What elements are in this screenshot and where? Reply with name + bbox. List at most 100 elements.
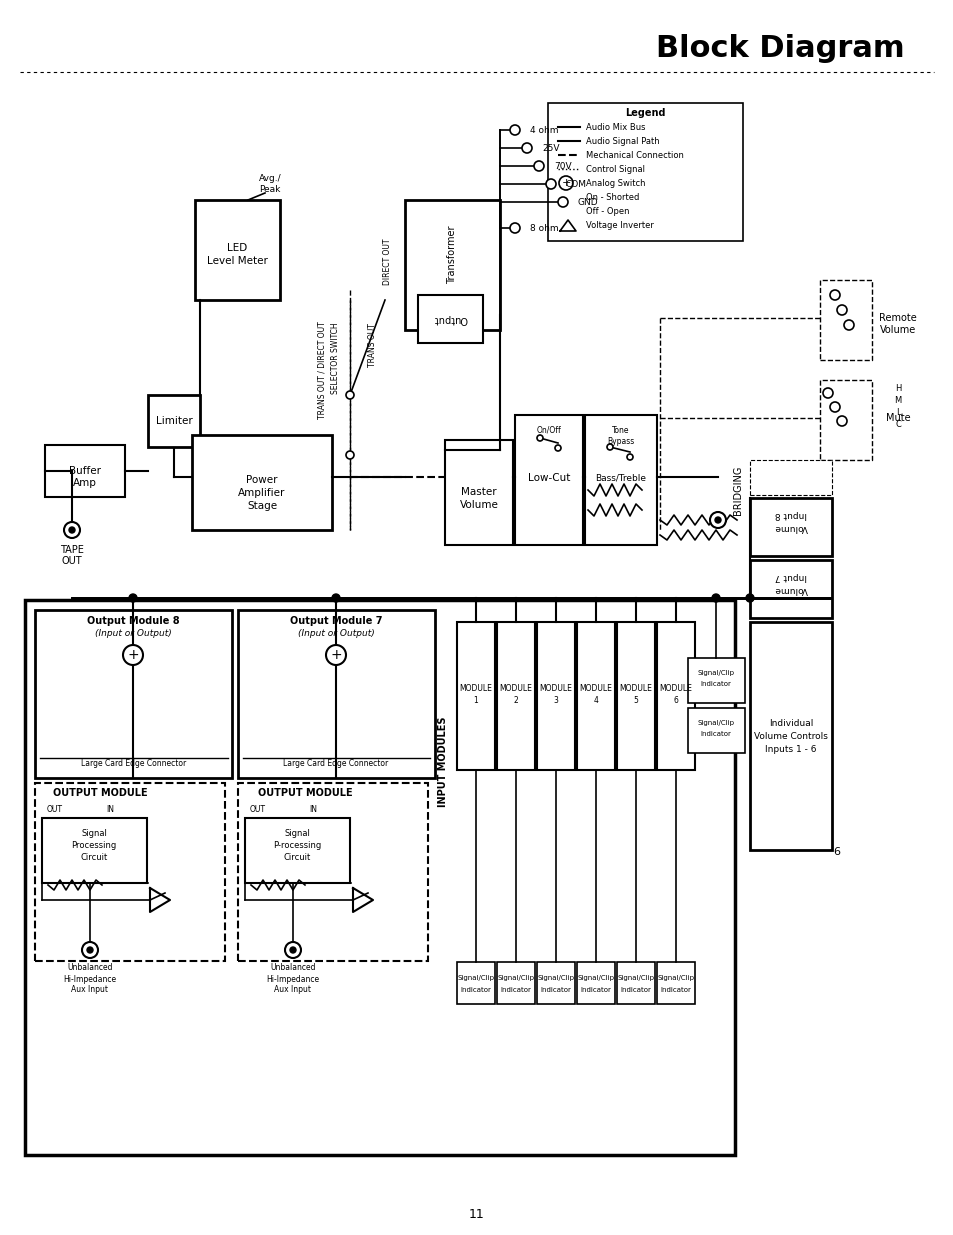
Text: Aux Input: Aux Input: [274, 986, 312, 994]
Text: TAPE: TAPE: [60, 545, 84, 555]
Circle shape: [129, 594, 137, 601]
Circle shape: [829, 290, 840, 300]
Text: Tone: Tone: [612, 426, 629, 435]
Text: GND: GND: [578, 198, 598, 206]
Text: IN: IN: [309, 805, 316, 815]
Text: Volume Controls: Volume Controls: [753, 731, 827, 741]
Text: Unbalanced: Unbalanced: [270, 963, 315, 972]
Text: Input 8: Input 8: [774, 510, 806, 519]
Text: Indicator: Indicator: [580, 987, 611, 993]
FancyBboxPatch shape: [515, 415, 582, 545]
FancyBboxPatch shape: [456, 962, 495, 1004]
Text: Indicator: Indicator: [700, 680, 731, 687]
Text: M: M: [893, 395, 901, 405]
Text: Remote: Remote: [879, 312, 916, 324]
Text: Volume: Volume: [774, 584, 807, 594]
Text: On - Shorted: On - Shorted: [585, 193, 639, 201]
FancyBboxPatch shape: [617, 962, 655, 1004]
FancyBboxPatch shape: [245, 818, 350, 883]
Text: 11: 11: [469, 1209, 484, 1221]
Text: Legend: Legend: [624, 107, 664, 119]
Text: 8 ohm: 8 ohm: [530, 224, 558, 232]
Text: Amp: Amp: [73, 478, 97, 488]
Text: Analog Switch: Analog Switch: [585, 179, 645, 188]
FancyBboxPatch shape: [749, 459, 831, 495]
Text: 6: 6: [673, 695, 678, 704]
FancyBboxPatch shape: [547, 103, 742, 241]
Text: C: C: [894, 420, 900, 429]
Text: MODULE: MODULE: [539, 683, 572, 693]
Text: Large Card Edge Connector: Large Card Edge Connector: [81, 758, 187, 767]
FancyBboxPatch shape: [497, 962, 535, 1004]
Text: Signal/Clip: Signal/Clip: [697, 720, 734, 726]
FancyBboxPatch shape: [820, 280, 871, 359]
FancyBboxPatch shape: [35, 610, 232, 778]
Text: LED: LED: [227, 243, 247, 253]
FancyBboxPatch shape: [417, 295, 482, 343]
Text: 25V: 25V: [541, 143, 558, 152]
Text: Signal/Clip: Signal/Clip: [497, 974, 534, 981]
Text: Indicator: Indicator: [619, 987, 651, 993]
FancyBboxPatch shape: [584, 415, 657, 545]
Circle shape: [606, 445, 613, 450]
Text: Bypass: Bypass: [607, 436, 634, 446]
Text: Signal: Signal: [81, 829, 107, 837]
Text: Signal/Clip: Signal/Clip: [537, 974, 574, 981]
FancyBboxPatch shape: [749, 559, 831, 618]
Text: Master: Master: [460, 487, 497, 496]
Text: Buffer: Buffer: [69, 466, 101, 475]
Text: Input 7: Input 7: [774, 572, 806, 580]
Text: 70V: 70V: [554, 162, 571, 170]
FancyBboxPatch shape: [194, 200, 280, 300]
Circle shape: [326, 645, 346, 664]
Circle shape: [123, 645, 143, 664]
FancyBboxPatch shape: [192, 435, 332, 530]
Text: Limiter: Limiter: [155, 416, 193, 426]
Text: Signal: Signal: [284, 829, 310, 837]
Text: 5: 5: [633, 695, 638, 704]
Text: Circuit: Circuit: [80, 852, 108, 862]
Text: 4: 4: [593, 695, 598, 704]
Text: Indicator: Indicator: [700, 731, 731, 737]
Text: COM: COM: [565, 179, 586, 189]
FancyBboxPatch shape: [577, 622, 615, 769]
Text: Audio Signal Path: Audio Signal Path: [585, 137, 659, 146]
Circle shape: [558, 198, 567, 207]
Text: SELECTOR SWITCH: SELECTOR SWITCH: [331, 322, 340, 394]
Text: Peak: Peak: [259, 184, 280, 194]
FancyBboxPatch shape: [237, 783, 428, 961]
Text: BRIDGING: BRIDGING: [732, 466, 742, 515]
Text: Signal/Clip: Signal/Clip: [577, 974, 614, 981]
Text: Control Signal: Control Signal: [585, 164, 644, 173]
FancyBboxPatch shape: [617, 622, 655, 769]
Circle shape: [332, 594, 339, 601]
FancyBboxPatch shape: [687, 708, 744, 753]
Text: Stage: Stage: [247, 501, 276, 511]
Polygon shape: [353, 888, 373, 911]
Text: IN: IN: [106, 805, 113, 815]
Text: +: +: [560, 178, 570, 188]
Text: (Input or Output): (Input or Output): [94, 629, 172, 637]
FancyBboxPatch shape: [687, 658, 744, 703]
Text: Amplifier: Amplifier: [238, 488, 285, 498]
Text: Mute: Mute: [884, 412, 909, 424]
Text: 2: 2: [513, 695, 517, 704]
Circle shape: [555, 445, 560, 451]
Text: Bass/Treble: Bass/Treble: [595, 473, 646, 483]
Text: Volume: Volume: [879, 325, 915, 335]
Circle shape: [290, 947, 295, 953]
Text: Unbalanced: Unbalanced: [67, 963, 112, 972]
Text: Indicator: Indicator: [460, 987, 491, 993]
Text: P-rocessing: P-rocessing: [273, 841, 321, 850]
Text: Volume: Volume: [774, 522, 807, 531]
Text: Processing: Processing: [71, 841, 116, 850]
FancyBboxPatch shape: [148, 395, 200, 447]
Text: Aux Input: Aux Input: [71, 986, 109, 994]
Text: Signal/Clip: Signal/Clip: [617, 974, 654, 981]
Text: Transformer: Transformer: [447, 226, 456, 284]
FancyBboxPatch shape: [45, 445, 125, 496]
FancyBboxPatch shape: [25, 600, 734, 1155]
FancyBboxPatch shape: [577, 962, 615, 1004]
Text: Mechanical Connection: Mechanical Connection: [585, 151, 683, 159]
Polygon shape: [150, 888, 170, 911]
